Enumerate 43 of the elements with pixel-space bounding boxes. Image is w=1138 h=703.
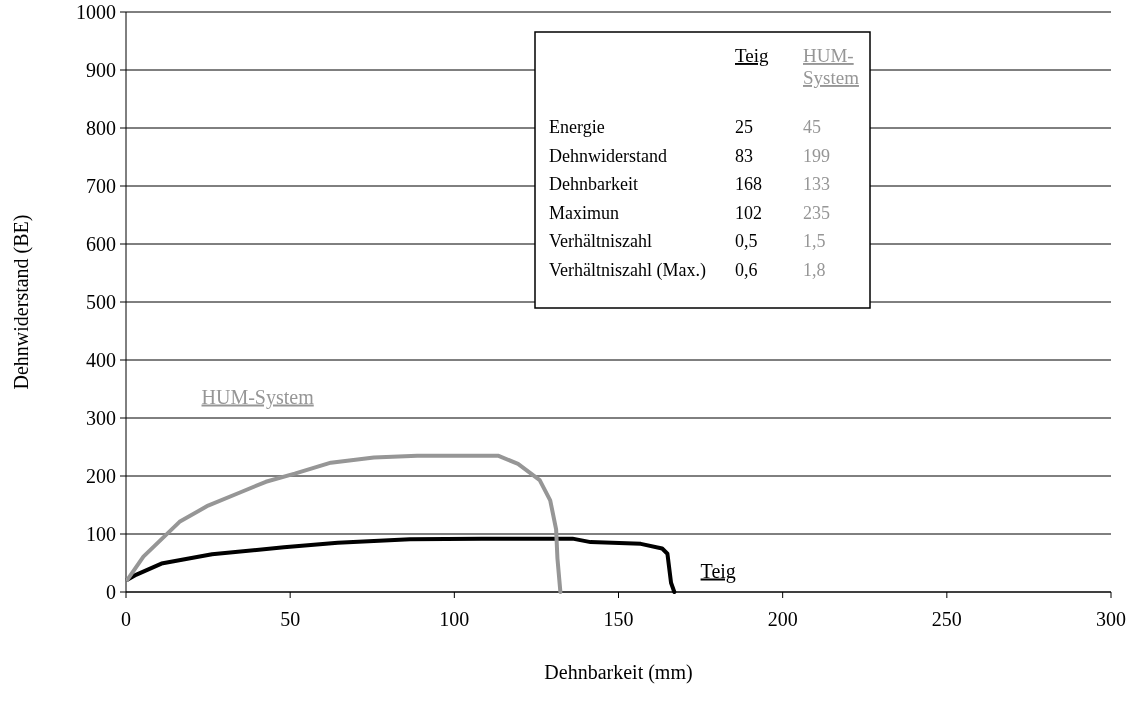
y-tick-label: 1000 [76,1,116,23]
annotation: 0,6 [735,259,758,280]
annotation: 199 [803,145,830,166]
x-tick-label: 250 [931,608,962,630]
y-tick-label: 400 [86,349,116,371]
line-series [125,453,563,594]
annotation: Dehnbarkeit [549,174,638,194]
y-axis-title: Dehnwiderstand (BE) [10,214,33,390]
annotation: Energie [549,117,605,137]
annotation: 102 [735,202,762,223]
annotation: 45 [803,117,821,137]
y-tick-label: 900 [86,59,116,81]
x-tick-label: 300 [1096,608,1126,630]
annotation: HUM-System [803,45,860,88]
annotation: 0,5 [735,231,758,251]
x-tick-label: 150 [603,608,634,630]
y-tick-label: 500 [86,291,116,313]
annotation: Verhältniszahl (Max.) [549,259,706,281]
y-tick-label: 200 [86,465,116,487]
series-label: Teig [700,559,736,583]
annotation: Verhältniszahl [549,231,652,251]
x-tick-label: 50 [280,608,301,630]
annotation: 133 [803,174,830,194]
text: HUM-System [201,385,315,409]
annotation: Teig [735,45,769,66]
annotation: 168 [735,174,762,194]
annotation: Maximun [549,202,619,223]
annotation: 25 [735,117,753,137]
x-axis-title: Dehnbarkeit (mm) [544,661,693,684]
y-tick-label: 800 [86,117,116,139]
annotation: 1,8 [803,259,826,280]
annotation: 1,5 [803,231,826,251]
y-tick-label: 300 [86,407,116,429]
y-tick-label: 700 [86,175,116,197]
x-tick-label: 0 [121,608,131,630]
x-tick-label: 200 [767,608,798,630]
y-tick-label: 600 [86,233,116,255]
annotation: 235 [803,202,830,223]
x-tick-label: 100 [439,608,470,630]
annotation: Dehnwiderstand [549,145,667,166]
annotation: 83 [735,145,753,166]
y-tick-label: 0 [106,581,116,603]
y-tick-label: 100 [86,523,116,545]
